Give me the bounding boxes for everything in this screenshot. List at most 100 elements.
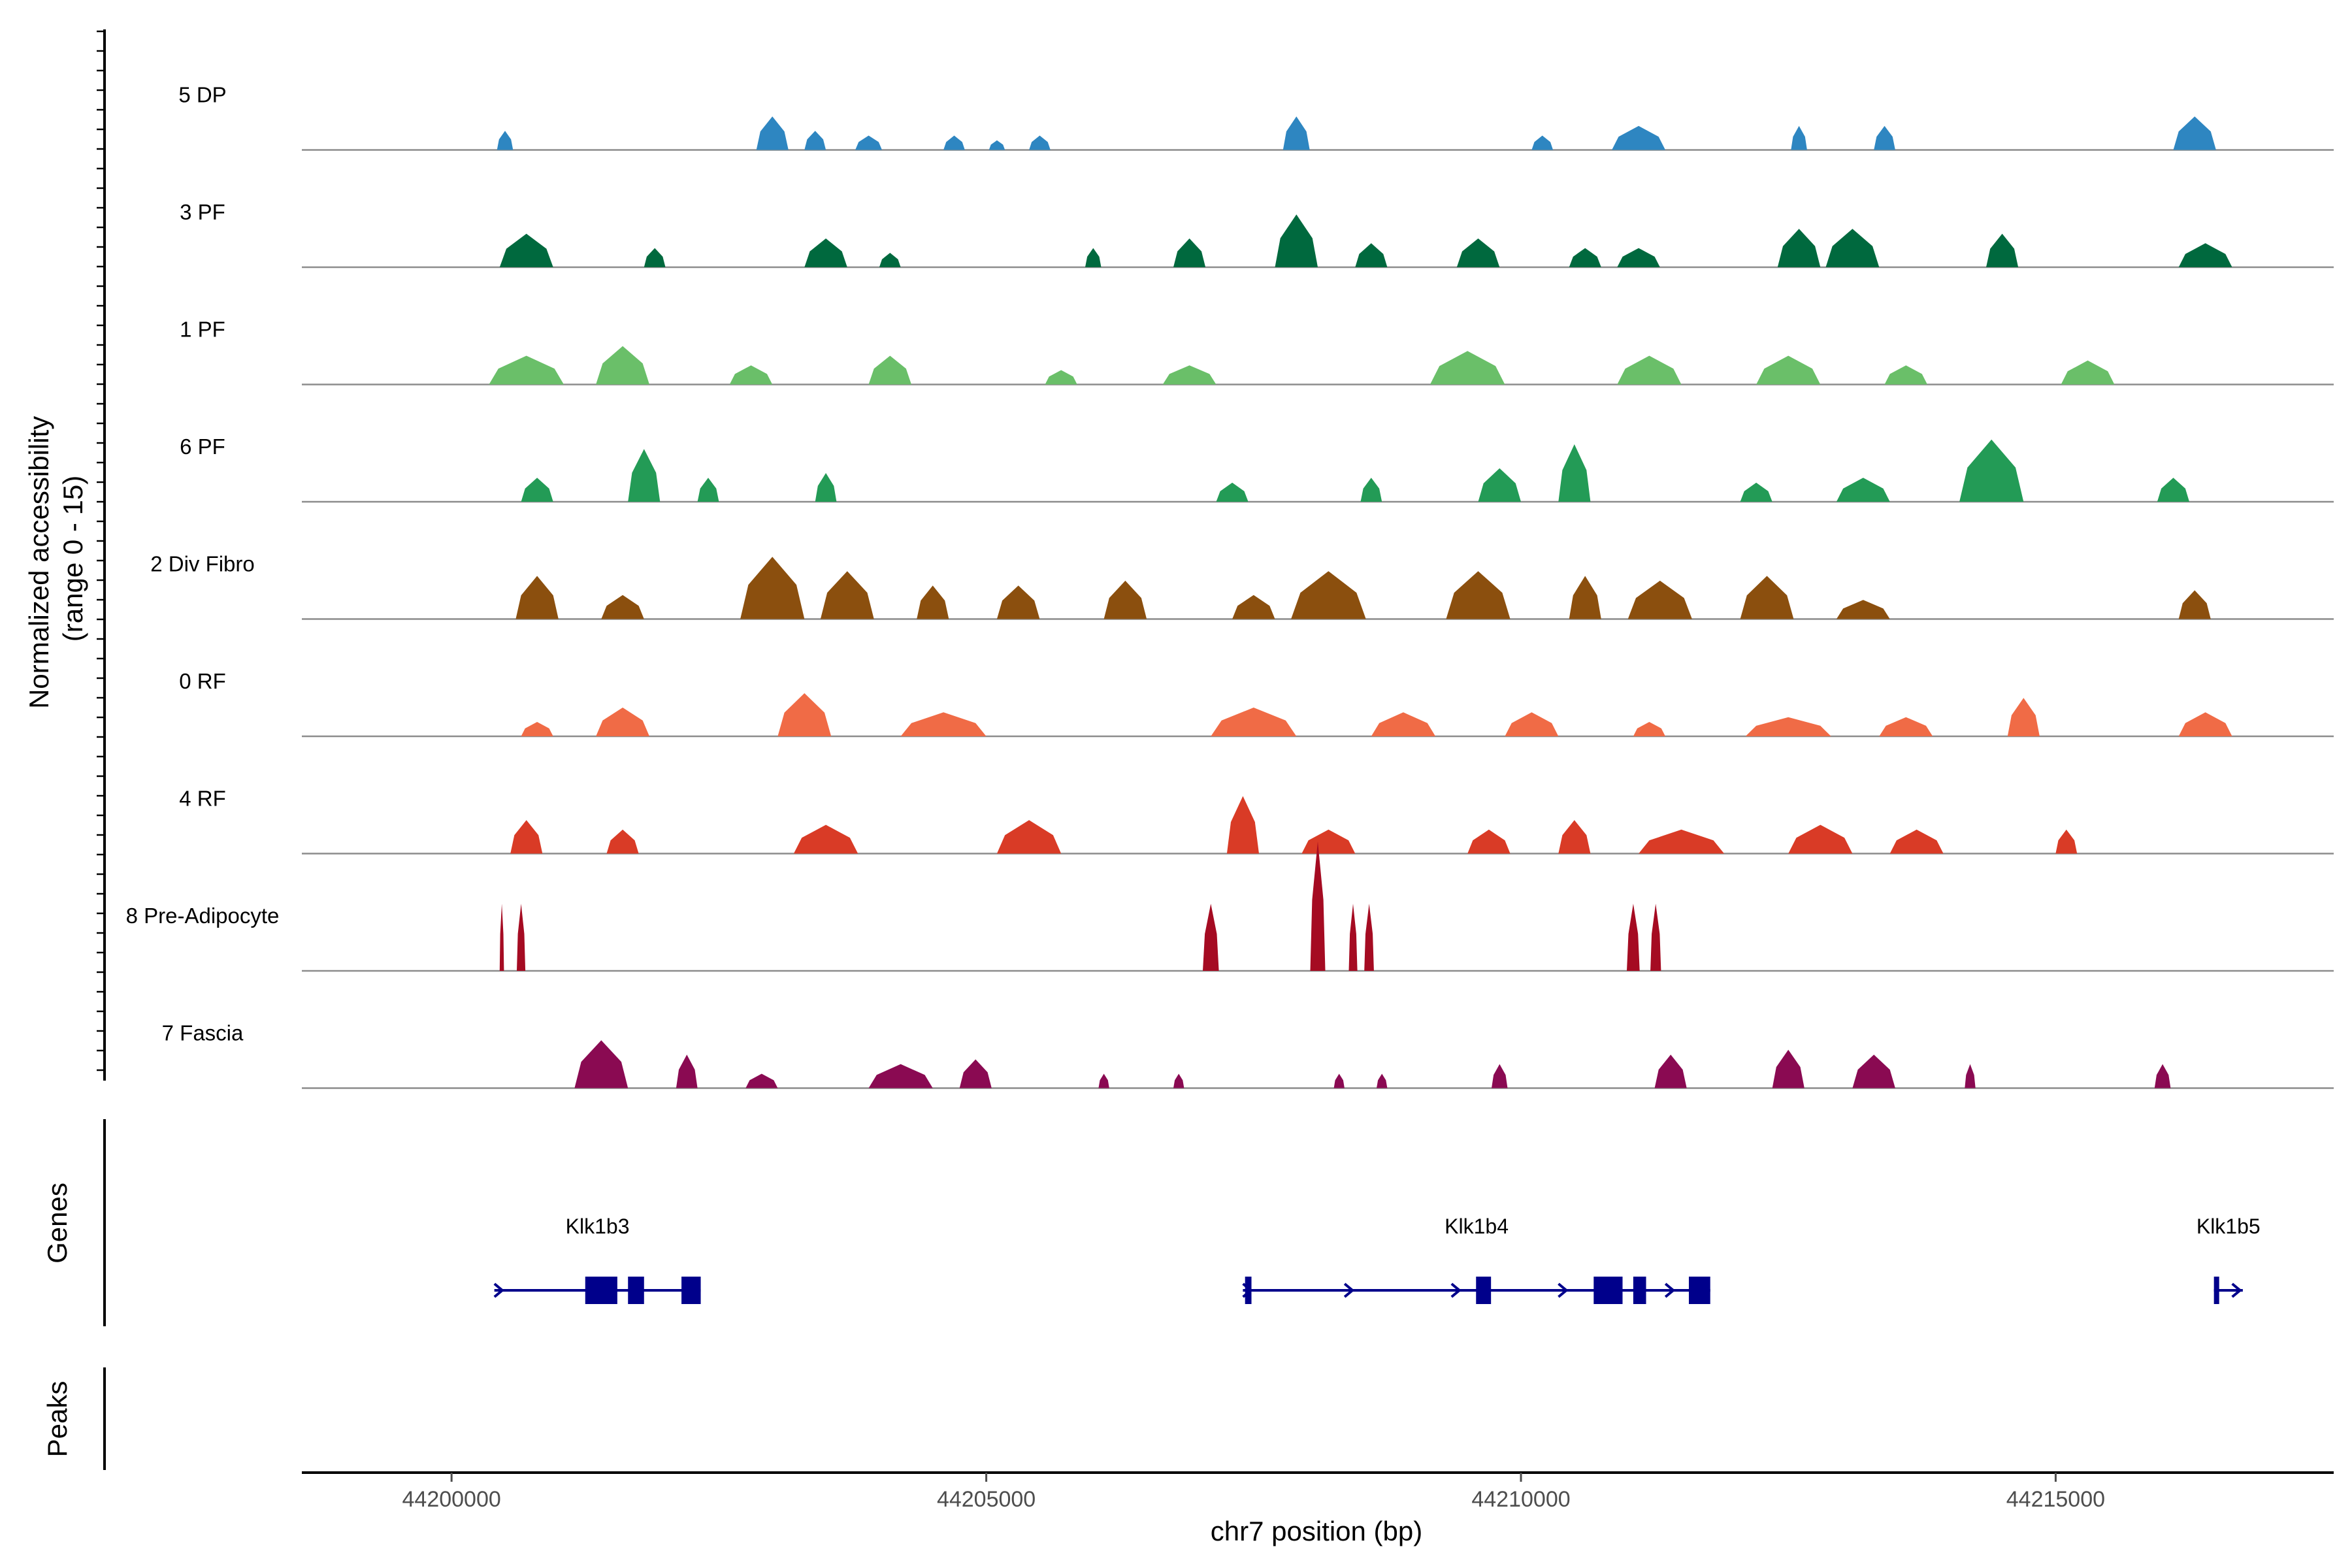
coverage-peak <box>1446 571 1511 619</box>
coverage-peak <box>499 233 553 267</box>
coverage-peak <box>1282 116 1310 150</box>
track-label: 2 Div Fibro <box>150 552 255 576</box>
gene-klk1b5: Klk1b5 <box>2197 1215 2261 1304</box>
coverage-peak <box>1836 600 1890 619</box>
coverage-peak <box>959 1059 992 1088</box>
coverage-peak <box>879 253 901 267</box>
coverage-peak <box>644 248 666 267</box>
track-label: 3 PF <box>180 200 225 224</box>
coverage-peak <box>1226 796 1259 854</box>
coverage-peak <box>510 820 543 854</box>
gene-exon <box>1593 1277 1623 1304</box>
gene-exon <box>681 1277 701 1304</box>
coverage-peak <box>1745 717 1831 736</box>
coverage-peak <box>1371 712 1436 736</box>
coverage-peak <box>804 238 847 267</box>
coverage-peak <box>596 346 649 385</box>
coverage-peak <box>1211 708 1297 736</box>
strand-arrow <box>1450 1282 1462 1298</box>
coverage-peak <box>740 557 805 619</box>
coverage-peak <box>1852 1054 1895 1088</box>
x-axis-ticks: 44200000 44205000 44210000 44215000 <box>402 1473 2105 1512</box>
coverage-peak <box>996 585 1040 619</box>
genes-panel-title: Genes <box>42 1183 73 1264</box>
strand-arrow <box>1558 1282 1569 1298</box>
coverage-peak <box>2178 590 2211 619</box>
coverage-peak <box>1085 248 1102 267</box>
track-label: 7 Fascia <box>162 1021 244 1045</box>
track-label: 0 RF <box>179 669 226 693</box>
gene-exon <box>1688 1277 1710 1304</box>
x-axis-title: chr7 position (bp) <box>1211 1516 1423 1546</box>
track-8-pre-adipocyte: 8 Pre-Adipocyte <box>126 841 2334 972</box>
coverage-peak <box>1098 1073 1109 1088</box>
x-axis-tick-label: 44200000 <box>402 1487 501 1512</box>
coverage-peak <box>1203 904 1219 971</box>
coverage-peak <box>1889 829 1944 854</box>
coverage-peak <box>1173 238 1206 267</box>
gene-exon <box>2213 1277 2219 1304</box>
coverage-peak <box>1874 125 1895 150</box>
coverage-peak <box>2173 116 2216 150</box>
coverage-peak <box>1879 717 1933 736</box>
coverage-peak <box>1558 444 1591 502</box>
coverage-peak <box>1301 829 1356 854</box>
x-axis-tick-label: 44210000 <box>1471 1487 1570 1512</box>
track-label: 8 Pre-Adipocyte <box>126 904 280 928</box>
x-axis-tick-label: 44205000 <box>937 1487 1036 1512</box>
coverage-peak <box>1654 1054 1687 1088</box>
coverage-peak <box>1788 825 1853 854</box>
coverage-peak <box>574 1040 629 1088</box>
y-axis-title-line1: Normalized accessibility <box>24 416 54 709</box>
coverage-peak <box>1884 365 1927 385</box>
coverage-peak <box>1740 482 1772 502</box>
coverage-peak <box>497 131 514 150</box>
coverage-peak <box>2178 712 2232 736</box>
coverage-peak <box>1756 355 1821 385</box>
track-5-dp: 5 DP <box>178 83 2334 151</box>
track-1-pf: 1 PF <box>180 318 2334 385</box>
coverage-peak <box>2055 829 2078 854</box>
coverage-peak <box>1627 904 1640 971</box>
coverage-peak <box>499 904 504 971</box>
coverage-peak <box>793 825 858 854</box>
coverage-peak <box>1627 580 1692 619</box>
track-label: 1 PF <box>180 318 225 342</box>
coverage-peak <box>1569 576 1601 619</box>
gene-exon <box>585 1277 617 1304</box>
coverage-tracks: 5 DP 3 PF 1 PF 6 PF 2 Div Fibro 0 RF 4 RF 8 Pre… <box>126 83 2334 1089</box>
coverage-peak <box>1740 576 1794 619</box>
coverage-peak <box>729 365 773 385</box>
track-7-fascia: 7 Fascia <box>162 1021 2334 1089</box>
coverage-peak <box>1429 351 1505 385</box>
coverage-peak <box>1377 1073 1388 1088</box>
strand-arrow <box>1664 1282 1676 1298</box>
strand-arrow <box>1242 1282 1253 1298</box>
coverage-peak <box>2154 1064 2171 1088</box>
track-label: 5 DP <box>178 83 226 107</box>
coverage-peak <box>1836 478 1890 502</box>
coverage-peak <box>1360 478 1382 502</box>
coverage-peak <box>1825 229 1880 267</box>
gene-annotations: Klk1b3 Klk1b4 Klk1b5 <box>493 1215 2261 1304</box>
gene-klk1b3: Klk1b3 <box>493 1215 701 1304</box>
coverage-peak <box>1492 1064 1508 1088</box>
coverage-peak <box>1791 125 1807 150</box>
coverage-peak <box>1291 571 1366 619</box>
gene-label: Klk1b5 <box>2197 1215 2261 1238</box>
coverage-peak <box>917 585 949 619</box>
coverage-peak <box>820 571 874 619</box>
gene-exon <box>628 1277 644 1304</box>
coverage-peak <box>489 355 564 385</box>
coverage-peak <box>1275 214 1318 267</box>
coverage-peak <box>1986 233 2019 267</box>
coverage-peak <box>521 722 553 736</box>
coverage-peak <box>1467 829 1511 854</box>
coverage-peak <box>1650 904 1661 971</box>
coverage-peak <box>1364 904 1374 971</box>
coverage-peak <box>1777 229 1821 267</box>
coverage-peak <box>606 829 639 854</box>
coverage-peak <box>1617 355 1682 385</box>
coverage-peak <box>697 478 719 502</box>
coverage-peak <box>996 820 1062 854</box>
